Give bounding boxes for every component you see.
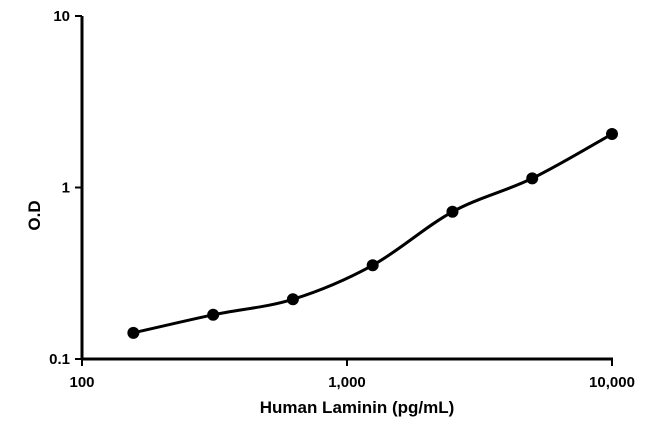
y-ticks: 0.1 1 10 bbox=[49, 8, 82, 368]
y-tick-label: 0.1 bbox=[49, 351, 70, 368]
data-point bbox=[207, 308, 220, 321]
y-tick-label: 10 bbox=[53, 8, 70, 25]
data-point bbox=[606, 128, 618, 141]
y-axis-title: O.D bbox=[25, 200, 44, 230]
x-tick-label: 1,000 bbox=[328, 374, 366, 391]
x-tick-label: 100 bbox=[69, 374, 94, 391]
data-point bbox=[446, 205, 459, 218]
axes bbox=[80, 16, 613, 361]
data-point bbox=[526, 172, 539, 185]
y-tick-label: 1 bbox=[62, 180, 70, 197]
x-ticks: 100 1,000 10,000 bbox=[69, 359, 635, 391]
series-layer bbox=[127, 128, 618, 339]
x-tick-label: 10,000 bbox=[589, 374, 635, 391]
series-line bbox=[133, 132, 613, 335]
data-point bbox=[366, 259, 379, 272]
data-point bbox=[286, 293, 299, 306]
data-point bbox=[127, 326, 140, 339]
x-axis-title: Human Laminin (pg/mL) bbox=[260, 398, 455, 417]
